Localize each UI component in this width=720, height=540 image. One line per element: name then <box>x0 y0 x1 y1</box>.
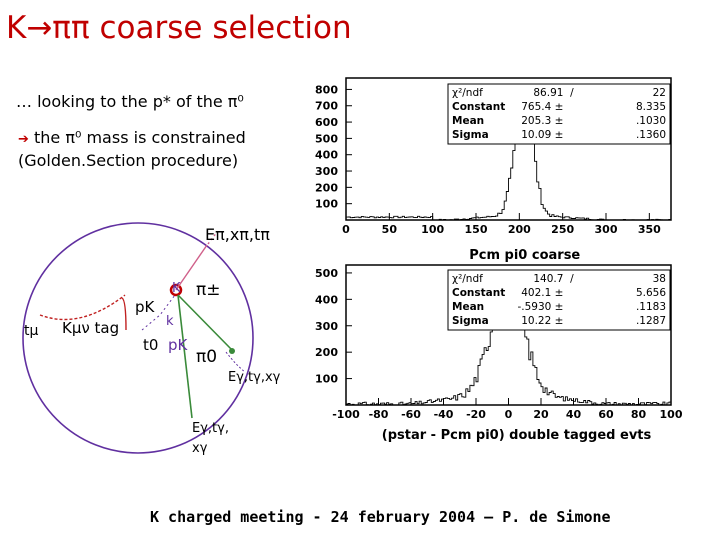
gamma1-label: Eγ,tγ,xγ <box>228 370 281 385</box>
x-tick-label: 50 <box>382 223 398 236</box>
y-tick-label: 300 <box>315 320 338 333</box>
x-tick-label: 40 <box>566 408 582 421</box>
stats-error: 5.656 <box>636 287 666 299</box>
stats-name: χ²/ndf <box>452 273 483 285</box>
kmu-track-2 <box>121 297 127 331</box>
t-mu-label: tμ <box>24 323 38 339</box>
stats-error: 22 <box>653 87 666 99</box>
y-tick-label: 800 <box>315 83 338 96</box>
subtitle-line-3: (Golden.Section procedure) <box>18 151 239 170</box>
pi0-track <box>177 294 233 351</box>
pi-track-label: Eπ,xπ,tπ <box>205 225 270 244</box>
histogram-bars <box>346 98 671 221</box>
stats-error: .1287 <box>636 315 666 327</box>
x-tick-label: 0 <box>342 223 350 236</box>
y-tick-label: 300 <box>315 165 338 178</box>
gamma-track-1 <box>177 294 193 419</box>
stats-error: .1360 <box>636 129 666 141</box>
y-tick-label: 400 <box>315 149 338 162</box>
stats-box <box>447 269 671 331</box>
x-tick-label: 100 <box>660 408 683 421</box>
k-tag-label: Kμν tag <box>62 319 119 337</box>
stats-value: 402.1 ± <box>521 287 563 299</box>
x-tick-label: 200 <box>508 223 531 236</box>
x-axis-label: (pstar - Pcm pi0) double tagged evts <box>382 428 652 443</box>
stats-name: χ²/ndf <box>452 87 483 99</box>
event-diagram: tμ Kμν tag pK k K t0 pK π± π0 Eπ,xπ,tπ E… <box>22 222 281 456</box>
x-tick-label: 250 <box>551 223 574 236</box>
stats-sep: / <box>570 87 574 99</box>
histogram-top: 100 200 300 400 500 600 700 800 0 50 100 150 200 250 3… <box>315 77 672 236</box>
kmu-track <box>39 294 126 321</box>
x-tick-label: -20 <box>466 408 486 421</box>
stats-error: 38 <box>653 273 666 285</box>
stats-sep: / <box>570 273 574 285</box>
y-tick-label: 100 <box>315 373 338 386</box>
stats-error: .1030 <box>636 115 666 127</box>
slide-title: K→ππ coarse selection <box>6 10 352 46</box>
gamma2-label-a: Eγ,tγ, <box>192 421 229 436</box>
stats-name: Constant <box>452 101 505 113</box>
x-tick-label: 350 <box>638 223 661 236</box>
x-tick-label: -40 <box>434 408 454 421</box>
y-tick-label: 500 <box>315 132 338 145</box>
stats-value: 86.91 <box>533 87 563 99</box>
chart-title: Pcm pi0 coarse <box>469 248 580 263</box>
y-tick-label: 200 <box>315 181 338 194</box>
histogram-bottom: 100 200 300 400 500 -100 -80 -60 -40 -20 0 20 40 60 80… <box>315 248 683 443</box>
stats-error: 8.335 <box>636 101 666 113</box>
pk-dotted-line <box>141 294 176 331</box>
x-tick-label: 60 <box>598 408 614 421</box>
y-tick-label: 100 <box>315 198 338 211</box>
detector-circle <box>22 222 254 454</box>
pi0-label: π0 <box>196 347 217 367</box>
stats-value: 10.09 ± <box>521 129 563 141</box>
t0-label: t0 <box>143 336 158 354</box>
k-small-label: k <box>166 314 174 329</box>
x-tick-label: 150 <box>465 223 488 236</box>
pi-charged-track <box>175 244 208 291</box>
stats-value: 205.3 ± <box>521 115 563 127</box>
y-tick-label: 500 <box>315 267 338 280</box>
x-tick-label: 80 <box>631 408 647 421</box>
stats-name: Mean <box>452 301 484 313</box>
x-tick-label: 0 <box>505 408 513 421</box>
subtitle-line-1: … looking to the p* of the π⁰ <box>16 92 244 111</box>
x-tick-label: -80 <box>369 408 389 421</box>
x-tick-label: 300 <box>595 223 618 236</box>
pk2-label: pK <box>168 336 189 354</box>
k-vertex-circle <box>169 283 183 297</box>
stats-name: Sigma <box>452 129 489 141</box>
k-label: K <box>172 281 181 296</box>
stats-value: 140.7 <box>533 273 563 285</box>
gamma2-label-b: xγ <box>192 441 208 456</box>
stats-error: .1183 <box>636 301 666 313</box>
y-tick-label: 400 <box>315 293 338 306</box>
stats-box <box>447 83 671 145</box>
stats-value: -.5930 ± <box>517 301 563 313</box>
subtitle-line-2: ➔ the π⁰ mass is constrained <box>18 128 246 147</box>
stats-name: Constant <box>452 287 505 299</box>
pk-label: pK <box>135 298 156 316</box>
y-tick-label: 700 <box>315 100 338 113</box>
stats-name: Sigma <box>452 315 489 327</box>
x-tick-label: -60 <box>401 408 421 421</box>
pi-pm-label: π± <box>196 280 220 300</box>
stats-value: 10.22 ± <box>521 315 563 327</box>
y-tick-label: 600 <box>315 116 338 129</box>
pi0-vertex <box>229 348 235 354</box>
x-tick-label: 20 <box>533 408 549 421</box>
subtitle-line-2-text: the π⁰ mass is constrained <box>28 128 246 147</box>
stats-name: Mean <box>452 115 484 127</box>
footer-text: K charged meeting - 24 february 2004 – P… <box>150 508 611 526</box>
gamma-arc-1 <box>225 351 246 373</box>
stats-value: 765.4 ± <box>521 101 563 113</box>
y-tick-label: 200 <box>315 346 338 359</box>
x-tick-label: 100 <box>421 223 444 236</box>
arrow-icon: ➔ <box>18 132 29 147</box>
chart-frame <box>345 77 672 221</box>
x-tick-label: -100 <box>332 408 360 421</box>
